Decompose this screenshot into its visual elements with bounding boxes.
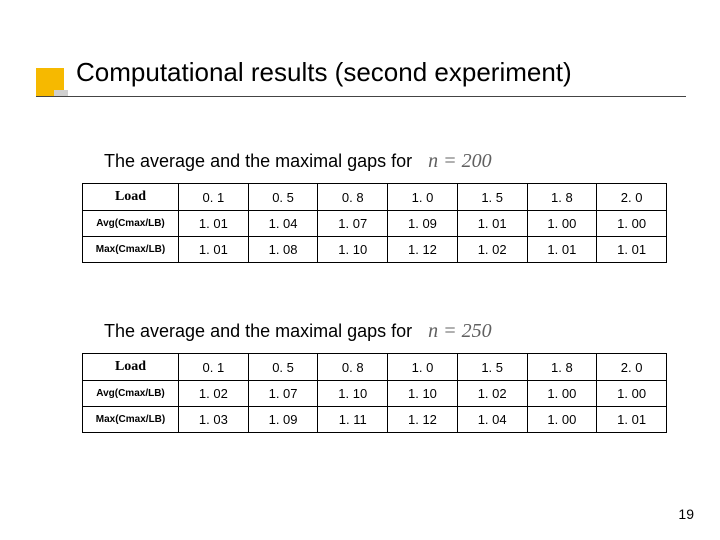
table-row: Avg(Cmax/LB) 1. 02 1. 07 1. 10 1. 10 1. … (83, 381, 667, 407)
cell: 1. 07 (248, 381, 318, 407)
cell: 1. 11 (318, 407, 388, 433)
caption-2: The average and the maximal gaps for (104, 321, 412, 342)
col-header: 0. 8 (318, 184, 388, 211)
cell: 1. 10 (388, 381, 458, 407)
page-number: 19 (678, 506, 694, 522)
cell: 1. 01 (597, 237, 667, 263)
col-header: 1. 8 (527, 184, 597, 211)
col-header: 0. 8 (318, 354, 388, 381)
cell: 1. 02 (457, 237, 527, 263)
cell: 1. 02 (179, 381, 249, 407)
row-header-load: Load (83, 354, 179, 381)
section-n200: The average and the maximal gaps for n =… (104, 150, 664, 263)
slide: Computational results (second experiment… (0, 0, 720, 540)
cell: 1. 12 (388, 407, 458, 433)
cell: 1. 04 (457, 407, 527, 433)
cell: 1. 00 (527, 211, 597, 237)
caption-row-1: The average and the maximal gaps for n =… (104, 150, 664, 173)
table-row: Max(Cmax/LB) 1. 03 1. 09 1. 11 1. 12 1. … (83, 407, 667, 433)
col-header: 1. 8 (527, 354, 597, 381)
caption-row-2: The average and the maximal gaps for n =… (104, 320, 664, 343)
section-n250: The average and the maximal gaps for n =… (104, 320, 664, 433)
cell: 1. 02 (457, 381, 527, 407)
col-header: 1. 0 (388, 354, 458, 381)
cell: 1. 01 (179, 211, 249, 237)
cell: 1. 00 (597, 381, 667, 407)
title-underline (36, 96, 686, 97)
table-row: Avg(Cmax/LB) 1. 01 1. 04 1. 07 1. 09 1. … (83, 211, 667, 237)
cell: 1. 01 (527, 237, 597, 263)
row-header-avg: Avg(Cmax/LB) (83, 211, 179, 237)
row-header-max: Max(Cmax/LB) (83, 237, 179, 263)
cell: 1. 01 (597, 407, 667, 433)
cell: 1. 10 (318, 237, 388, 263)
col-header: 0. 1 (179, 354, 249, 381)
table-row: Load 0. 1 0. 5 0. 8 1. 0 1. 5 1. 8 2. 0 (83, 184, 667, 211)
cell: 1. 07 (318, 211, 388, 237)
cell: 1. 09 (388, 211, 458, 237)
col-header: 2. 0 (597, 354, 667, 381)
cell: 1. 09 (248, 407, 318, 433)
col-header: 0. 5 (248, 184, 318, 211)
table-row: Load 0. 1 0. 5 0. 8 1. 0 1. 5 1. 8 2. 0 (83, 354, 667, 381)
col-header: 1. 5 (457, 184, 527, 211)
col-header: 0. 1 (179, 184, 249, 211)
cell: 1. 00 (527, 407, 597, 433)
cell: 1. 00 (527, 381, 597, 407)
col-header: 2. 0 (597, 184, 667, 211)
table-n200: Load 0. 1 0. 5 0. 8 1. 0 1. 5 1. 8 2. 0 … (82, 183, 667, 263)
table-row: Max(Cmax/LB) 1. 01 1. 08 1. 10 1. 12 1. … (83, 237, 667, 263)
cell: 1. 04 (248, 211, 318, 237)
table-n250: Load 0. 1 0. 5 0. 8 1. 0 1. 5 1. 8 2. 0 … (82, 353, 667, 433)
caption-1: The average and the maximal gaps for (104, 151, 412, 172)
row-header-max: Max(Cmax/LB) (83, 407, 179, 433)
col-header: 1. 0 (388, 184, 458, 211)
cell: 1. 03 (179, 407, 249, 433)
cell: 1. 01 (457, 211, 527, 237)
formula-1: n = 200 (428, 150, 492, 173)
cell: 1. 01 (179, 237, 249, 263)
cell: 1. 00 (597, 211, 667, 237)
page-title: Computational results (second experiment… (76, 57, 572, 88)
row-header-load: Load (83, 184, 179, 211)
cell: 1. 08 (248, 237, 318, 263)
row-header-avg: Avg(Cmax/LB) (83, 381, 179, 407)
col-header: 0. 5 (248, 354, 318, 381)
formula-2: n = 250 (428, 320, 492, 343)
cell: 1. 12 (388, 237, 458, 263)
col-header: 1. 5 (457, 354, 527, 381)
cell: 1. 10 (318, 381, 388, 407)
